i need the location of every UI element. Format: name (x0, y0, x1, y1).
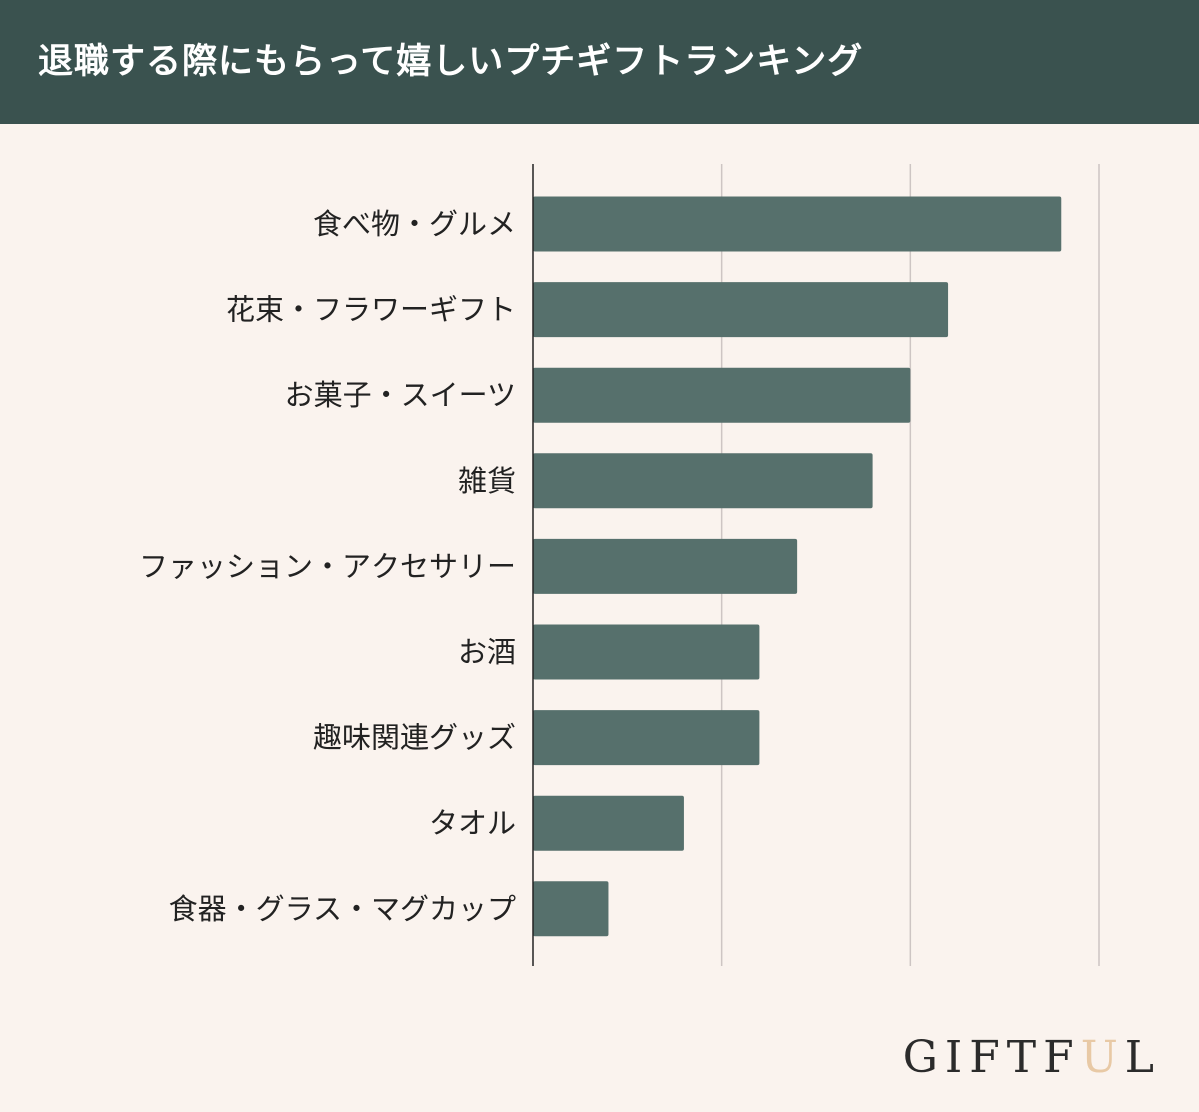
bar-3 (533, 367, 911, 423)
bar-7 (533, 710, 760, 766)
bar-2 (533, 282, 949, 338)
giftful-logo: GIFTFUL (903, 1032, 1161, 1084)
bar-8 (533, 795, 684, 851)
logo-text-giftful-suffix: L (1124, 1032, 1161, 1083)
logo-text-giftful-prefix: GIFTF (902, 1032, 1081, 1083)
category-label-1: 食べ物・グルメ (313, 207, 516, 241)
bar-4 (533, 453, 873, 509)
logo-accent-letter: U (1080, 1032, 1125, 1083)
category-label-5: ファッション・アクセサリー (139, 549, 516, 583)
chart-title: 退職する際にもらって嬉しいプチギフトランキング (38, 42, 864, 82)
bar-1 (533, 196, 1062, 252)
bar-6 (533, 624, 760, 680)
bar-chart: 食べ物・グルメ花束・フラワーギフトお菓子・スイーツ雑貨ファッション・アクセサリー… (139, 164, 1100, 966)
category-label-2: 花束・フラワーギフト (226, 293, 516, 327)
category-label-4: 雑貨 (458, 464, 516, 498)
header-banner: 退職する際にもらって嬉しいプチギフトランキング (0, 0, 1199, 124)
category-label-7: 趣味関連グッズ (313, 721, 516, 755)
category-label-9: 食器・グラス・マグカップ (169, 892, 516, 926)
category-label-8: タオル (429, 806, 516, 840)
category-label-3: お菓子・スイーツ (285, 378, 516, 412)
category-label-6: お酒 (458, 635, 516, 669)
bar-5 (533, 538, 798, 594)
bar-9 (533, 881, 609, 937)
